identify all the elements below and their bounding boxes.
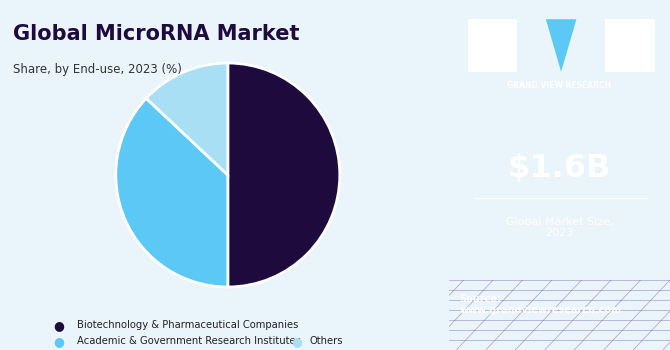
Text: Others: Others [310, 336, 343, 346]
Text: ●: ● [54, 319, 64, 332]
Text: Source:
www.grandviewresearch.com: Source: www.grandviewresearch.com [460, 294, 622, 315]
Text: ●: ● [291, 335, 302, 348]
Text: Global Market Size,
2023: Global Market Size, 2023 [506, 217, 613, 238]
Text: Biotechnology & Pharmaceutical Companies: Biotechnology & Pharmaceutical Companies [77, 321, 298, 330]
FancyBboxPatch shape [468, 19, 517, 72]
Wedge shape [228, 63, 340, 287]
FancyBboxPatch shape [605, 19, 655, 72]
Wedge shape [116, 98, 228, 287]
Polygon shape [546, 19, 576, 72]
Text: Share, by End-use, 2023 (%): Share, by End-use, 2023 (%) [13, 63, 182, 76]
Text: GRAND VIEW RESEARCH: GRAND VIEW RESEARCH [507, 81, 612, 90]
Wedge shape [146, 63, 228, 175]
Text: $1.6B: $1.6B [508, 153, 611, 183]
Text: Academic & Government Research Institutes: Academic & Government Research Institute… [77, 336, 301, 346]
Text: ●: ● [54, 335, 64, 348]
Text: Global MicroRNA Market: Global MicroRNA Market [13, 25, 300, 44]
